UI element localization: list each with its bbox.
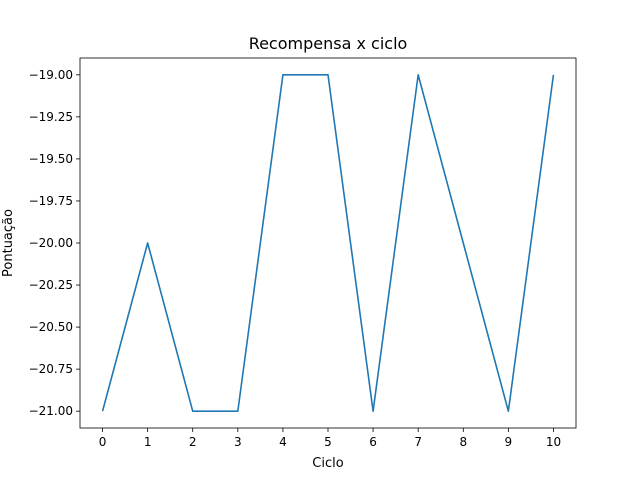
y-tick-label: −19.75 [29, 194, 73, 208]
series-line [101, 74, 555, 412]
x-tick-label: 8 [459, 435, 467, 449]
x-tick-label: 6 [369, 435, 377, 449]
y-tick-label: −20.00 [29, 236, 73, 250]
x-tick-label: 0 [99, 435, 107, 449]
x-tick-label: 10 [546, 435, 561, 449]
y-axis: −19.00 −19.25 −19.50 −19.75 −20.00 −20.25 −20.… [29, 68, 80, 418]
x-tick-label: 3 [234, 435, 242, 449]
y-tick-label: −20.25 [29, 278, 73, 292]
x-axis: 0 1 2 3 4 5 6 7 8 9 10 [99, 428, 561, 449]
y-tick-label: −19.50 [29, 152, 73, 166]
chart-title: Recompensa x ciclo [249, 34, 408, 53]
y-tick-label: −20.50 [29, 320, 73, 334]
y-axis-label: Pontuação [1, 209, 16, 277]
x-tick-label: 1 [144, 435, 152, 449]
x-tick-label: 2 [189, 435, 197, 449]
y-tick-label: −21.00 [29, 404, 73, 418]
y-tick-label: −19.25 [29, 110, 73, 124]
x-tick-label: 7 [414, 435, 422, 449]
x-axis-label: Ciclo [312, 456, 343, 471]
x-tick-label: 5 [324, 435, 332, 449]
y-tick-label: −20.75 [29, 362, 73, 376]
x-tick-label: 9 [505, 435, 513, 449]
x-tick-label: 4 [279, 435, 287, 449]
y-tick-label: −19.00 [29, 68, 73, 82]
